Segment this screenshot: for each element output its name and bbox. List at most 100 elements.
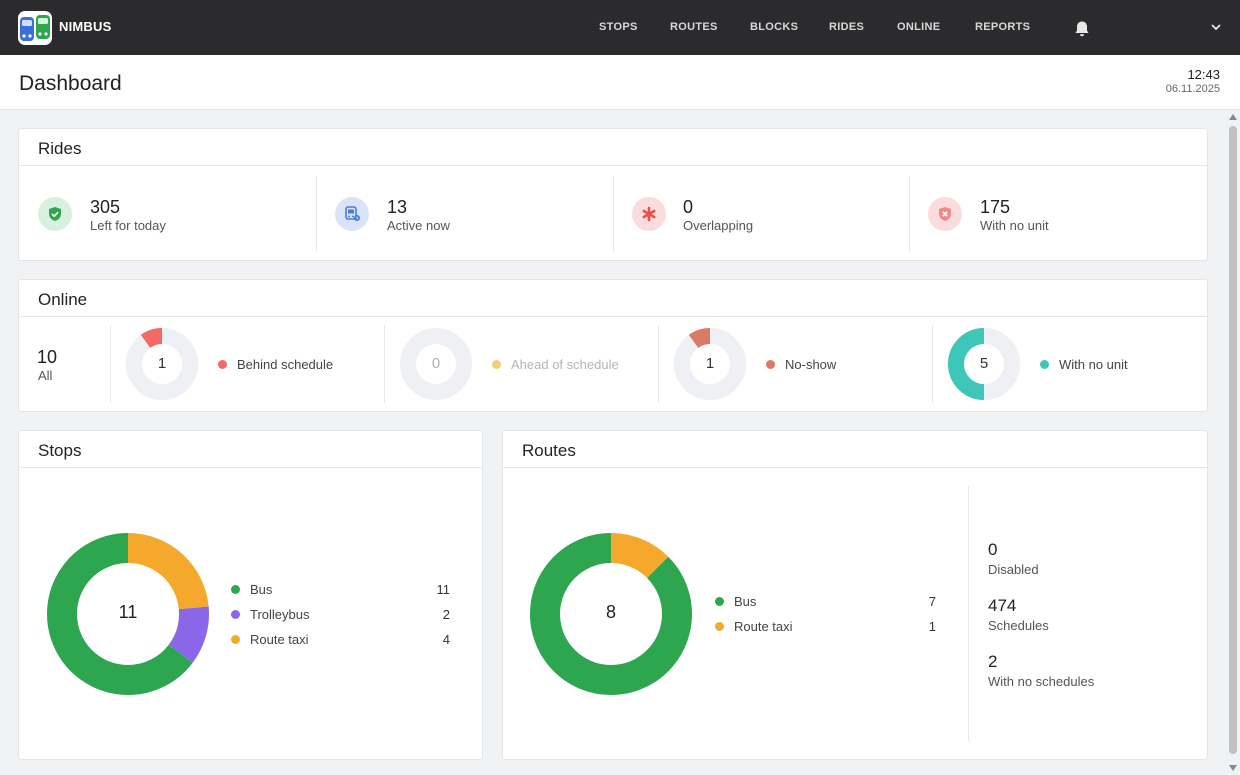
rides-no-unit-value: 175 (980, 197, 1011, 217)
page-header: Dashboard 12:43 06.11.2025 (0, 55, 1240, 110)
nimbus-logo[interactable] (18, 11, 52, 45)
with-no-unit-ring[interactable] (948, 328, 1020, 400)
divider (19, 316, 1207, 317)
nav-blocks[interactable]: BLOCKS (750, 21, 799, 33)
nav-reports[interactable]: REPORTS (975, 21, 1031, 33)
no-show-count: 1 (705, 355, 715, 372)
routes-card-title: Routes (522, 441, 576, 460)
stops-legend-route-taxi: Route taxi (250, 632, 309, 647)
ring-track (126, 328, 198, 400)
stops-legend-bus-value: 11 (436, 582, 451, 597)
page-title: Dashboard (19, 72, 122, 95)
rides-left-label: Left for today (90, 218, 166, 233)
routes-schedules-value: 474 (988, 596, 1017, 615)
online-all-label: All (38, 368, 53, 383)
stops-donut-chart[interactable] (46, 532, 210, 696)
with-no-unit-label: With no unit (1059, 357, 1128, 372)
stops-legend-route-taxi-value: 4 (442, 632, 450, 647)
donut-slice-route-taxi (127, 533, 209, 610)
rides-overlapping-label: Overlapping (683, 218, 754, 233)
bus-icon (335, 197, 369, 231)
routes-no-schedules-label: With no schedules (988, 674, 1095, 689)
nav-online[interactable]: ONLINE (897, 21, 941, 33)
ahead-of-schedule-label: Ahead of schedule (511, 357, 619, 372)
online-all-value: 10 (37, 347, 58, 367)
nav-routes[interactable]: ROUTES (670, 21, 718, 33)
scroll-thumb[interactable] (1229, 126, 1237, 754)
behind-schedule-ring[interactable] (126, 328, 198, 400)
nav-stops[interactable]: STOPS (599, 21, 638, 33)
divider (19, 165, 1207, 166)
shield-check-icon (38, 197, 72, 231)
behind-schedule-count: 1 (157, 355, 167, 372)
stops-total: 11 (118, 602, 138, 622)
legend-dot (231, 585, 240, 594)
ring-track (400, 328, 472, 400)
no-show-ring[interactable] (674, 328, 746, 400)
legend-dot (715, 622, 724, 631)
routes-legend-route-taxi-value: 1 (928, 619, 936, 634)
divider (316, 176, 317, 252)
routes-donut-chart[interactable] (529, 532, 693, 696)
behind-schedule-label: Behind schedule (237, 357, 334, 372)
ring-track (674, 328, 746, 400)
divider (19, 467, 482, 468)
divider (909, 176, 910, 252)
donut-slice-route-taxi (610, 533, 669, 579)
rides-overlapping-value: 0 (683, 197, 694, 217)
divider (503, 467, 1207, 468)
scroll-down-arrow[interactable] (1229, 765, 1237, 771)
donut-slice-trolleybus (168, 606, 209, 663)
legend-dot (766, 360, 775, 369)
legend-dot (231, 635, 240, 644)
divider (613, 176, 614, 252)
no-show-label: No-show (785, 357, 837, 372)
ahead-of-schedule-count: 0 (431, 355, 441, 372)
donut-slice-bus (47, 533, 193, 695)
routes-disabled-label: Disabled (988, 562, 1039, 577)
routes-card: Routes 8 Bus 7 Route taxi 1 0 Disabled 4… (502, 430, 1208, 760)
vertical-scrollbar[interactable] (1226, 110, 1240, 775)
nav-rides[interactable]: RIDES (829, 21, 865, 33)
clock: 12:43 06.11.2025 (1166, 67, 1220, 95)
routes-legend-route-taxi: Route taxi (734, 619, 793, 634)
top-nav-bar: NIMBUS STOPS ROUTES BLOCKS RIDES ONLINE … (0, 0, 1240, 55)
stops-legend-trolleybus-value: 2 (442, 607, 450, 622)
routes-no-schedules-value: 2 (988, 652, 998, 671)
stops-legend-trolleybus: Trolleybus (250, 607, 310, 622)
ahead-of-schedule-ring[interactable] (400, 328, 472, 400)
routes-disabled-value: 0 (988, 540, 998, 559)
clock-date: 06.11.2025 (1165, 83, 1220, 95)
routes-schedules-label: Schedules (988, 618, 1049, 633)
brand-name: NIMBUS (59, 19, 112, 34)
online-card-title: Online (38, 290, 88, 309)
divider (658, 325, 659, 403)
bell-icon[interactable] (1073, 20, 1091, 38)
scroll-up-arrow[interactable] (1229, 114, 1237, 120)
legend-dot (231, 610, 240, 619)
legend-dot (1040, 360, 1049, 369)
with-no-unit-count: 5 (979, 355, 989, 372)
stops-legend-bus: Bus (250, 582, 273, 597)
divider (384, 325, 385, 403)
divider (932, 325, 933, 403)
routes-legend-bus: Bus (734, 594, 757, 609)
routes-legend-bus-value: 7 (928, 594, 936, 609)
rides-left-value: 305 (90, 197, 121, 217)
rides-active-label: Active now (387, 218, 450, 233)
ring-segment (688, 328, 711, 349)
ring-segment (948, 328, 985, 400)
chevron-down-icon[interactable] (1210, 22, 1222, 32)
rides-card-title: Rides (38, 139, 82, 158)
asterisk-icon (632, 197, 666, 231)
stops-card-title: Stops (38, 441, 82, 460)
donut-slice-bus (530, 533, 692, 695)
online-card: Online 10 All 1 Behind schedule 0 Ahead … (18, 279, 1208, 412)
legend-dot (218, 360, 227, 369)
ring-segment (140, 328, 163, 349)
rides-card: Rides 305 Left for today 13 Active now 0… (18, 128, 1208, 261)
x-shield-icon (928, 197, 962, 231)
divider (110, 325, 111, 403)
stops-card: Stops 11 Bus 11 Trolleybus 2 Route taxi … (18, 430, 483, 760)
legend-dot (715, 597, 724, 606)
